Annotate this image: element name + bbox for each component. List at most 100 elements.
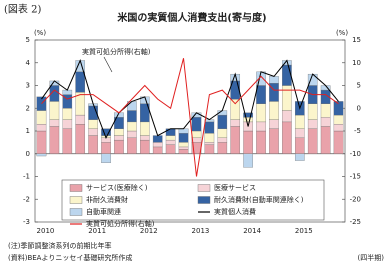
bar-segment xyxy=(165,144,176,154)
bar-segment xyxy=(139,121,150,136)
bar-segment xyxy=(36,96,47,111)
bar-segment xyxy=(282,121,292,154)
legend-swatch xyxy=(197,184,211,192)
legend-swatch xyxy=(69,208,83,216)
x-unit: (四半期) xyxy=(358,253,385,262)
bar-segment xyxy=(36,153,47,157)
bar-segment xyxy=(191,137,202,143)
bar-segment xyxy=(333,124,344,132)
bar-segment xyxy=(178,149,189,154)
y2-tick-label: -10 xyxy=(350,150,361,158)
x-tick-label: 2011 xyxy=(88,227,106,235)
y2-tick-label: -15 xyxy=(350,173,361,181)
bar-segment xyxy=(49,119,60,127)
bar-segment xyxy=(204,144,215,154)
y-tick-label: -3 xyxy=(23,218,30,226)
bar-segment xyxy=(333,130,344,154)
bar-segment xyxy=(320,126,331,154)
bar-segment xyxy=(62,119,73,129)
bar-segment xyxy=(101,128,111,136)
bar-segment xyxy=(88,128,98,136)
bar-segment xyxy=(307,128,318,154)
bar-segment xyxy=(178,133,189,143)
bar-segment xyxy=(294,114,305,129)
bar-segment xyxy=(127,137,137,154)
annotation-arrow xyxy=(103,56,113,73)
legend-box xyxy=(61,179,325,221)
y-tick-label: -2 xyxy=(23,195,30,203)
legend-swatch xyxy=(69,196,83,204)
bar-segment xyxy=(282,110,292,123)
bar-segment xyxy=(256,103,266,123)
bar-segment xyxy=(243,153,253,168)
legend-label: 実質個人消費 xyxy=(214,207,256,216)
bar-segment xyxy=(269,119,279,129)
line-series xyxy=(41,58,339,177)
legend-label: 自動車関連 xyxy=(86,207,121,216)
bar-segment xyxy=(178,146,189,150)
bar-segment xyxy=(165,128,176,136)
bar-segment xyxy=(49,101,60,120)
bar-segment xyxy=(101,142,111,154)
bar-segment xyxy=(269,128,279,154)
bar-segment xyxy=(114,135,124,141)
bar-segment xyxy=(320,103,331,118)
legend-swatch xyxy=(69,184,83,192)
y2-tick-label: 5 xyxy=(357,82,361,90)
bar-segment xyxy=(127,121,137,132)
bar-segment xyxy=(127,130,137,138)
y-tick-label: 1 xyxy=(26,127,30,135)
legend-label: 非耐久消費財 xyxy=(86,195,128,204)
bar-segment xyxy=(139,139,150,154)
note: (資料)BEAよりニッセイ基礎研究所作成 xyxy=(8,253,132,262)
bar-segment xyxy=(217,142,228,154)
bar-segment xyxy=(114,139,124,154)
bar-segment xyxy=(75,71,86,93)
y-tick-label: 5 xyxy=(26,36,30,44)
line-series xyxy=(41,59,339,140)
bar-segment xyxy=(217,128,228,138)
y2-tick-label: -25 xyxy=(350,218,361,226)
bar-segment xyxy=(294,128,305,138)
y2-tick-label: 15 xyxy=(352,36,361,44)
legend-swatch xyxy=(197,196,211,204)
bar-segment xyxy=(333,101,344,116)
y2-tick-label: 0 xyxy=(357,104,361,112)
bar-segment xyxy=(75,114,86,125)
bar-segment xyxy=(191,117,202,132)
y2-axis-label: (%) xyxy=(336,29,348,37)
bar-segment xyxy=(282,85,292,111)
bar-segment xyxy=(127,110,137,123)
y2-tick-label: -5 xyxy=(354,127,361,135)
bar-segment xyxy=(152,142,163,148)
bar-segment xyxy=(36,124,47,132)
y-axis-label: (%) xyxy=(34,29,46,37)
bar-segment xyxy=(36,130,47,154)
bar-segment xyxy=(256,121,266,132)
legend-label: 医療サービス xyxy=(214,183,256,192)
bar-segment xyxy=(230,99,241,120)
bar-segment xyxy=(114,128,124,136)
bar-segment xyxy=(165,135,176,141)
bar-segment xyxy=(49,126,60,154)
bar-segment xyxy=(294,153,305,161)
x-tick-label: 2015 xyxy=(295,227,313,235)
bar-segment xyxy=(204,142,215,145)
bar-segment xyxy=(217,114,228,129)
bar-segment xyxy=(269,101,279,120)
legend-label: 耐久消費財(自動車関連除く) xyxy=(214,195,304,204)
x-tick-label: 2010 xyxy=(37,227,55,235)
bar-segment xyxy=(62,108,73,120)
bar-segment xyxy=(88,119,98,129)
bar-segment xyxy=(230,126,241,154)
y-tick-label: 4 xyxy=(26,59,31,67)
bar-segment xyxy=(88,135,98,154)
header: (図表 2) xyxy=(4,3,41,16)
y-tick-label: 3 xyxy=(26,82,30,90)
bar-segment xyxy=(243,117,253,123)
bar-segment xyxy=(178,128,189,134)
bar-segment xyxy=(178,142,189,148)
bar-segment xyxy=(204,121,215,134)
bar-segment xyxy=(139,135,150,141)
note: (注)季節調整済系列の前期比年率 xyxy=(8,241,111,250)
